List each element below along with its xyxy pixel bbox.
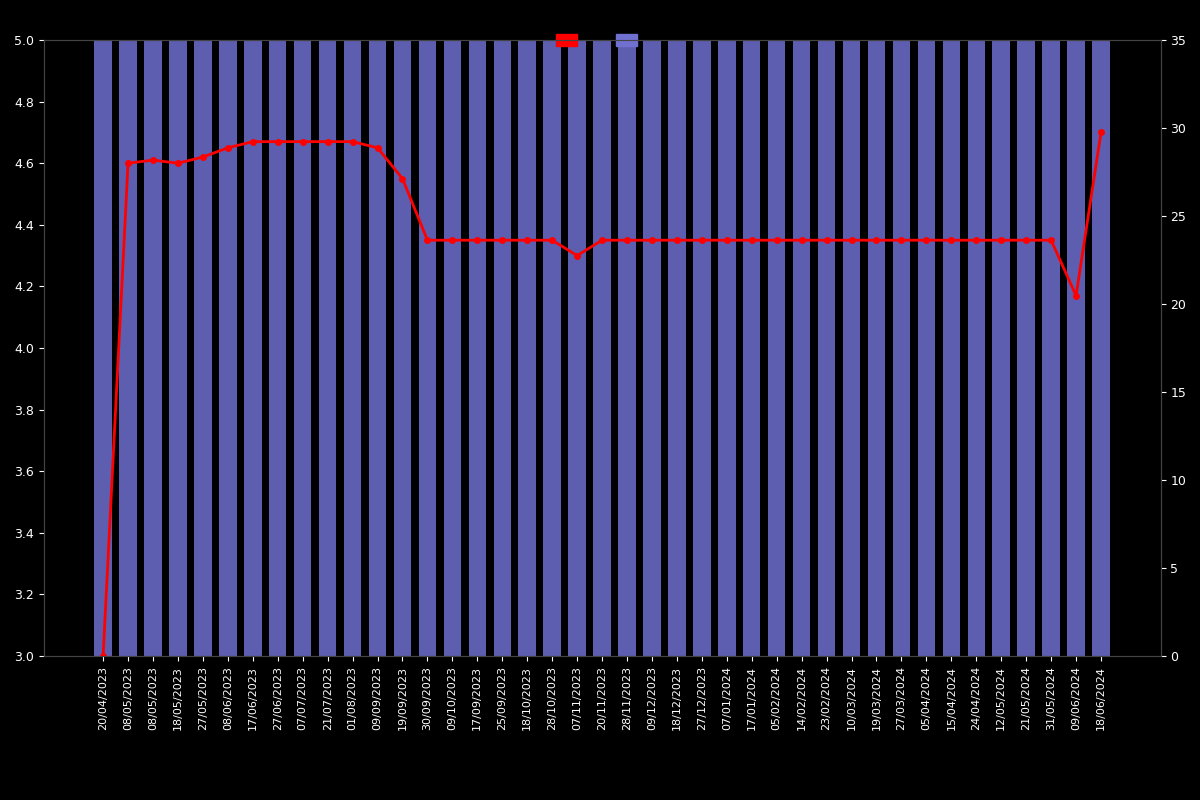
Bar <box>618 0 636 656</box>
Bar <box>718 0 736 656</box>
Bar <box>144 0 162 656</box>
Bar <box>1018 0 1034 656</box>
Bar <box>294 0 312 656</box>
Bar <box>468 0 486 656</box>
Bar <box>967 0 985 656</box>
Bar <box>518 0 536 656</box>
Bar <box>1043 0 1060 656</box>
Bar <box>1067 0 1085 656</box>
Bar <box>593 0 611 656</box>
Bar <box>419 0 436 656</box>
Bar <box>868 0 886 656</box>
Bar <box>818 0 835 656</box>
Bar <box>992 0 1010 656</box>
Bar <box>768 0 786 656</box>
Bar <box>444 0 461 656</box>
Bar <box>569 0 586 656</box>
Bar <box>493 0 511 656</box>
Bar <box>169 0 187 656</box>
Bar <box>793 0 810 656</box>
Bar <box>743 0 761 656</box>
Bar <box>368 0 386 656</box>
Bar <box>220 0 236 656</box>
Bar <box>269 0 287 656</box>
Bar <box>643 0 661 656</box>
Bar <box>694 0 710 656</box>
Legend: , : , <box>551 29 654 54</box>
Bar <box>842 0 860 656</box>
Bar <box>344 0 361 656</box>
Bar <box>942 0 960 656</box>
Bar <box>1092 0 1110 656</box>
Bar <box>319 0 336 656</box>
Bar <box>918 0 935 656</box>
Bar <box>893 0 910 656</box>
Bar <box>95 0 112 656</box>
Bar <box>544 0 560 656</box>
Bar <box>194 0 211 656</box>
Bar <box>244 0 262 656</box>
Bar <box>394 0 412 656</box>
Bar <box>119 0 137 656</box>
Bar <box>668 0 685 656</box>
